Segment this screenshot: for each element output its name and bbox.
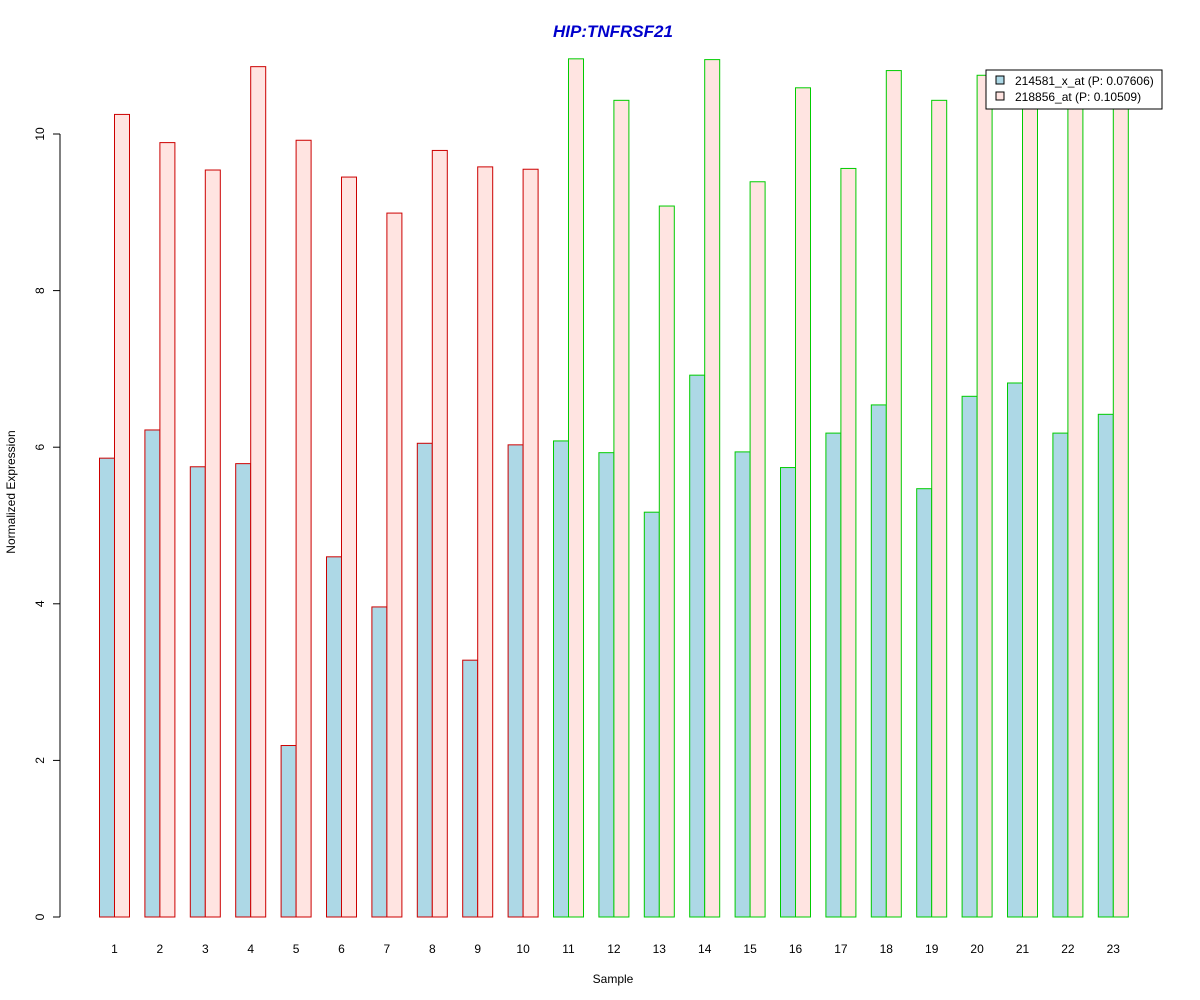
- y-axis-title: Normalized Expression: [4, 430, 18, 553]
- x-tick-label: 6: [338, 942, 345, 956]
- x-axis: 1 2 3 4 5 6 7 8 9 10 11 12 13 14 15 16 17 18 19 20 21 22 23: [111, 942, 1120, 956]
- bars-layer: [99, 58, 1129, 918]
- bar-s2-sample-15: [749, 181, 766, 918]
- legend-label-series-1: 214581_x_at (P: 0.07606): [1015, 74, 1154, 88]
- y-tick-label: 10: [33, 127, 47, 141]
- bar-s2-sample-2: [159, 142, 176, 918]
- x-axis-title: Sample: [593, 972, 634, 986]
- bar-s2-sample-5: [295, 139, 312, 918]
- x-tick-label: 14: [698, 942, 712, 956]
- bar-s1-sample-23: [1097, 413, 1114, 918]
- bar-s1-sample-15: [734, 451, 751, 918]
- bar-s2-sample-22: [1067, 88, 1084, 918]
- bar-s1-sample-9: [462, 659, 479, 918]
- x-tick-label: 22: [1061, 942, 1075, 956]
- x-tick-label: 16: [789, 942, 803, 956]
- y-tick-label: 4: [33, 600, 47, 607]
- bar-s1-sample-8: [416, 442, 433, 918]
- bar-s2-sample-9: [477, 166, 494, 918]
- bar-s1-sample-5: [280, 745, 297, 918]
- bar-s2-sample-3: [204, 169, 221, 918]
- x-tick-label: 21: [1016, 942, 1030, 956]
- bar-s2-sample-16: [795, 87, 811, 918]
- y-tick-label: 6: [33, 444, 47, 451]
- bar-s2-sample-12: [613, 99, 630, 918]
- x-tick-label: 1: [111, 942, 118, 956]
- y-tick-label: 8: [33, 287, 47, 294]
- bar-s2-sample-11: [568, 58, 584, 918]
- bar-s1-sample-3: [189, 466, 206, 918]
- x-tick-label: 20: [970, 942, 984, 956]
- bar-s1-sample-22: [1052, 432, 1069, 918]
- x-tick-label: 15: [743, 942, 757, 956]
- bar-s1-sample-17: [825, 432, 842, 918]
- y-tick-label: 0: [33, 913, 47, 920]
- legend-swatch-series-1: [995, 75, 1005, 85]
- x-tick-label: 10: [516, 942, 530, 956]
- bar-s1-sample-4: [235, 463, 252, 918]
- bar-s2-sample-19: [931, 99, 948, 918]
- y-tick-label: 2: [33, 757, 47, 764]
- bar-s1-sample-6: [326, 556, 342, 918]
- bar-s2-sample-4: [250, 66, 267, 918]
- x-tick-label: 19: [925, 942, 939, 956]
- x-tick-label: 3: [202, 942, 209, 956]
- bar-s2-sample-14: [704, 59, 721, 918]
- bar-s1-sample-18: [870, 404, 887, 918]
- x-tick-label: 4: [247, 942, 254, 956]
- x-tick-label: 13: [653, 942, 667, 956]
- bar-s2-sample-17: [840, 167, 857, 918]
- bar-s1-sample-16: [780, 467, 796, 918]
- bar-s1-sample-1: [99, 457, 115, 918]
- x-tick-label: 2: [157, 942, 164, 956]
- x-tick-label: 9: [474, 942, 481, 956]
- x-tick-label: 17: [834, 942, 848, 956]
- y-axis: 0 2 4 6 8 10: [33, 127, 61, 920]
- x-tick-label: 11: [562, 942, 575, 956]
- bar-s1-sample-11: [553, 440, 569, 918]
- bar-s2-sample-7: [386, 212, 403, 918]
- bar-s2-sample-20: [976, 74, 993, 918]
- bar-s2-sample-13: [658, 205, 675, 918]
- x-tick-label: 12: [607, 942, 621, 956]
- bar-s1-sample-10: [507, 444, 524, 918]
- bar-s1-sample-14: [689, 374, 706, 918]
- bar-s2-sample-21: [1022, 77, 1038, 918]
- x-tick-label: 8: [429, 942, 436, 956]
- x-tick-label: 23: [1107, 942, 1121, 956]
- bar-s2-sample-18: [885, 70, 902, 918]
- bar-s1-sample-13: [643, 511, 660, 918]
- bar-s1-sample-21: [1007, 382, 1023, 918]
- legend: 214581_x_at (P: 0.07606) 218856_at (P: 0…: [985, 69, 1163, 110]
- bar-s1-sample-2: [144, 429, 161, 918]
- bar-s2-sample-23: [1112, 79, 1129, 918]
- bar-s1-sample-12: [598, 452, 615, 918]
- legend-label-series-2: 218856_at (P: 0.10509): [1015, 90, 1141, 104]
- bar-s2-sample-8: [431, 149, 448, 918]
- x-tick-label: 7: [384, 942, 391, 956]
- chart-title: HIP:TNFRSF21: [553, 22, 673, 41]
- bar-s1-sample-20: [961, 395, 978, 918]
- bar-s2-sample-10: [522, 168, 539, 918]
- bar-s1-sample-19: [916, 488, 933, 918]
- bar-s2-sample-6: [341, 176, 357, 918]
- legend-box: [985, 69, 1163, 110]
- bar-s1-sample-7: [371, 606, 388, 918]
- x-tick-label: 5: [293, 942, 300, 956]
- bar-s2-sample-1: [114, 113, 130, 918]
- x-tick-label: 18: [880, 942, 894, 956]
- legend-swatch-series-2: [995, 91, 1005, 101]
